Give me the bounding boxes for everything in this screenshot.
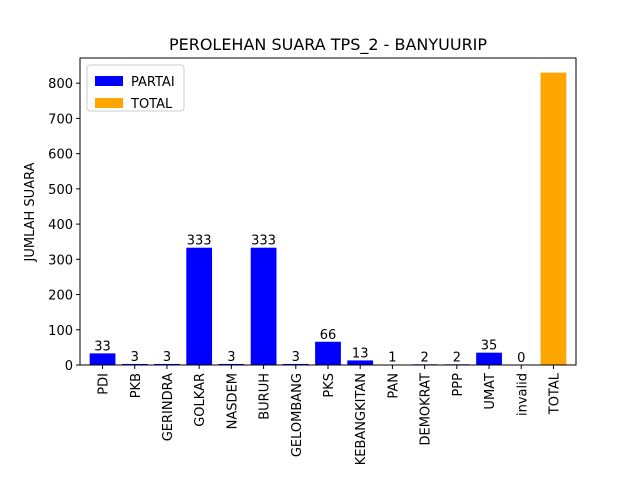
data-label: 3 — [292, 350, 300, 365]
legend-label: PARTAI — [131, 75, 175, 90]
x-tick-label: TOTAL — [547, 372, 562, 415]
x-tick-label: GERINDRA — [161, 373, 176, 441]
y-tick-label: 700 — [48, 112, 73, 127]
bar-buruh — [250, 247, 277, 365]
data-label: 35 — [481, 339, 498, 354]
data-label: 333 — [187, 234, 212, 249]
data-label: 3 — [163, 350, 171, 365]
x-tick-label: KEBANGKITAN — [354, 373, 369, 465]
data-label: 3 — [131, 350, 139, 365]
bar-pks — [315, 341, 341, 365]
y-tick-label: 200 — [48, 289, 73, 304]
data-label: 3 — [227, 350, 235, 365]
x-tick-label: PKB — [129, 373, 144, 398]
y-axis-label: JUMLAH SUARA — [23, 162, 38, 262]
data-label: 0 — [517, 351, 525, 366]
data-label: 1 — [388, 351, 396, 366]
data-label: 33 — [94, 339, 111, 354]
x-tick-label: GELOMBANG — [290, 373, 305, 457]
data-label: 66 — [320, 328, 337, 343]
y-tick-label: 500 — [48, 183, 73, 198]
y-tick-label: 0 — [65, 359, 73, 374]
x-tick-label: GOLKAR — [193, 373, 208, 427]
bar-gerindra — [154, 363, 180, 365]
chart-title: PEROLEHAN SUARA TPS_2 - BANYUURIP — [169, 35, 487, 55]
data-label: 2 — [453, 350, 461, 365]
x-tick-label: BURUH — [258, 373, 273, 420]
bar-pdi — [89, 353, 116, 365]
legend-label: TOTAL — [130, 97, 173, 112]
x-tick-label: PDI — [97, 373, 112, 395]
x-tick-label: DEMOKRAT — [419, 373, 434, 446]
bar-nasdem — [218, 363, 245, 365]
legend-swatch — [95, 98, 123, 108]
y-tick-label: 100 — [48, 324, 73, 339]
bar-gelombang — [282, 363, 309, 365]
bar-pkb — [121, 363, 148, 365]
bar-golkar — [186, 247, 213, 365]
bar-total — [540, 72, 567, 366]
y-tick-label: 600 — [48, 148, 73, 163]
bar-umat — [476, 352, 502, 365]
legend-swatch — [95, 76, 123, 86]
x-tick-label: PAN — [386, 373, 401, 399]
x-tick-label: NASDEM — [225, 373, 240, 429]
data-label: 13 — [352, 346, 369, 361]
x-tick-label: PKS — [322, 373, 337, 398]
legend: PARTAI TOTAL — [86, 64, 185, 112]
x-tick-label: invalid — [515, 373, 530, 416]
y-tick-label: 300 — [48, 253, 73, 268]
y-tick-label: 800 — [48, 77, 73, 92]
x-tick-label: UMAT — [483, 373, 498, 410]
x-tick-label: PPP — [451, 373, 466, 397]
data-label: 2 — [420, 350, 428, 365]
y-tick-label: 400 — [48, 218, 73, 233]
data-label: 333 — [251, 234, 276, 249]
bar-kebangkitan — [347, 360, 374, 365]
